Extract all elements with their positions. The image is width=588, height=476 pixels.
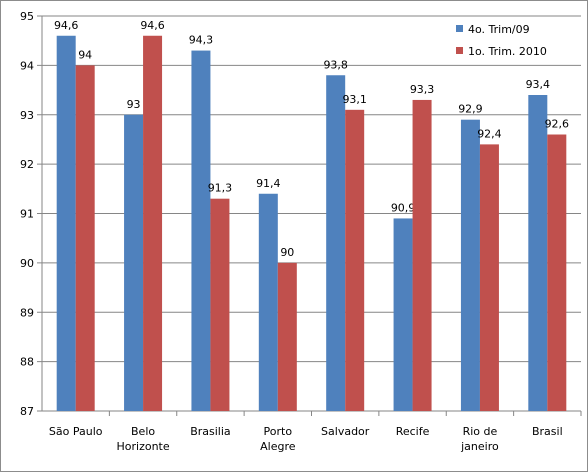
y-tick-label: 90 — [20, 257, 34, 270]
bar — [75, 65, 95, 411]
bar — [345, 109, 365, 411]
y-tick-label: 93 — [20, 109, 34, 122]
x-tick-label: Rio de janeiro — [460, 425, 499, 453]
x-tick-label: São Paulo — [49, 425, 103, 438]
data-label: 90,9 — [391, 201, 416, 214]
x-tick-label: Belo Horizonte — [116, 425, 169, 453]
bar — [479, 144, 499, 411]
data-label: 94 — [78, 48, 92, 61]
bar — [210, 198, 230, 411]
y-tick-label: 94 — [20, 59, 34, 72]
legend-swatch — [456, 47, 463, 54]
legend-swatch — [456, 25, 463, 32]
data-label: 92,9 — [458, 103, 483, 116]
legend-label: 1o. Trim. 2010 — [468, 45, 547, 58]
data-label: 92,4 — [477, 127, 502, 140]
data-label: 91,3 — [208, 182, 233, 195]
y-tick-label: 91 — [20, 208, 34, 221]
bar — [143, 35, 163, 411]
y-tick-label: 95 — [20, 10, 34, 23]
y-tick-label: 89 — [20, 306, 34, 319]
x-tick-label: Porto Alegre — [260, 425, 296, 453]
bar — [124, 114, 144, 411]
data-label: 93,1 — [342, 93, 367, 106]
y-tick-label: 87 — [20, 405, 34, 418]
bar — [547, 134, 567, 411]
bar — [56, 35, 76, 411]
bar — [191, 50, 211, 411]
bar — [258, 193, 278, 411]
data-label: 94,6 — [140, 19, 165, 32]
bar — [460, 119, 480, 411]
x-tick-label: Brasilia — [190, 425, 230, 438]
bar — [326, 75, 346, 411]
bar — [528, 95, 548, 411]
data-label: 93,4 — [526, 78, 551, 91]
data-label: 93 — [127, 98, 141, 111]
bar — [277, 262, 297, 411]
data-label: 93,8 — [323, 58, 348, 71]
data-label: 92,6 — [545, 118, 570, 131]
y-tick-label: 88 — [20, 356, 34, 369]
legend-label: 4o. Trim/09 — [468, 23, 530, 36]
bar — [412, 99, 432, 411]
y-tick-label: 92 — [20, 158, 34, 171]
x-tick-label: Brasil — [532, 425, 563, 438]
x-tick-label: Recife — [396, 425, 430, 438]
data-label: 90 — [280, 246, 294, 259]
bar — [393, 218, 413, 411]
data-label: 94,6 — [54, 19, 79, 32]
data-label: 94,3 — [189, 34, 214, 47]
data-label: 91,4 — [256, 177, 281, 190]
x-tick-label: Salvador — [321, 425, 370, 438]
data-label: 93,3 — [410, 83, 435, 96]
